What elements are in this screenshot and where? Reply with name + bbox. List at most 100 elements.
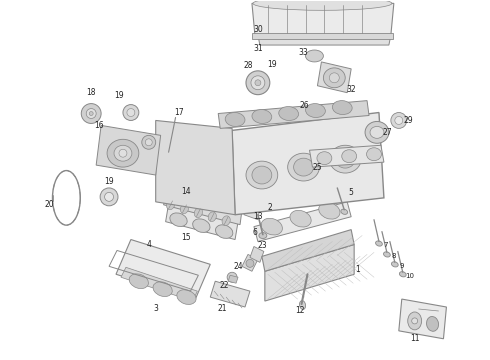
Ellipse shape — [246, 71, 270, 95]
Ellipse shape — [225, 112, 245, 126]
Ellipse shape — [153, 282, 172, 297]
Polygon shape — [164, 190, 242, 225]
Text: 20: 20 — [45, 200, 54, 209]
Ellipse shape — [107, 139, 139, 167]
Ellipse shape — [294, 158, 314, 176]
Text: 19: 19 — [104, 177, 114, 186]
Ellipse shape — [392, 262, 398, 267]
Text: 7: 7 — [384, 243, 388, 248]
Polygon shape — [258, 35, 391, 45]
Text: 1: 1 — [355, 265, 360, 274]
Text: 17: 17 — [173, 108, 183, 117]
Ellipse shape — [335, 150, 355, 168]
Text: 24: 24 — [233, 262, 243, 271]
Ellipse shape — [86, 109, 96, 118]
Ellipse shape — [391, 113, 407, 129]
Ellipse shape — [367, 148, 381, 161]
Ellipse shape — [332, 100, 352, 114]
Ellipse shape — [167, 200, 174, 210]
Polygon shape — [96, 125, 161, 175]
Polygon shape — [156, 121, 235, 215]
Text: 26: 26 — [300, 101, 309, 110]
Text: 16: 16 — [94, 121, 104, 130]
Text: 4: 4 — [147, 240, 151, 249]
Text: 19: 19 — [114, 91, 124, 100]
Polygon shape — [252, 33, 393, 39]
Polygon shape — [399, 299, 446, 339]
Ellipse shape — [306, 104, 325, 117]
Ellipse shape — [89, 112, 93, 116]
Polygon shape — [250, 247, 264, 262]
Text: 27: 27 — [382, 128, 392, 137]
Ellipse shape — [323, 68, 345, 88]
Ellipse shape — [251, 76, 265, 90]
Ellipse shape — [246, 260, 254, 267]
Ellipse shape — [142, 135, 156, 149]
Ellipse shape — [246, 161, 278, 189]
Ellipse shape — [288, 153, 319, 181]
Polygon shape — [310, 145, 384, 167]
Text: 28: 28 — [243, 62, 253, 71]
Text: 13: 13 — [253, 212, 263, 221]
Text: 11: 11 — [410, 334, 419, 343]
Ellipse shape — [365, 121, 389, 143]
Ellipse shape — [399, 272, 406, 277]
Ellipse shape — [194, 208, 202, 217]
Text: 8: 8 — [392, 253, 396, 260]
Ellipse shape — [299, 301, 306, 310]
Text: 12: 12 — [295, 306, 304, 315]
Polygon shape — [318, 62, 351, 93]
Ellipse shape — [329, 145, 361, 173]
Polygon shape — [228, 275, 238, 283]
Text: 22: 22 — [220, 281, 229, 290]
Polygon shape — [121, 267, 197, 301]
Polygon shape — [166, 204, 238, 239]
Ellipse shape — [408, 312, 421, 330]
Ellipse shape — [255, 80, 261, 86]
Ellipse shape — [261, 218, 282, 235]
Ellipse shape — [208, 212, 217, 221]
Ellipse shape — [306, 50, 323, 62]
Ellipse shape — [123, 105, 139, 121]
Ellipse shape — [180, 204, 189, 213]
Text: 18: 18 — [86, 88, 96, 97]
Ellipse shape — [127, 109, 135, 117]
Polygon shape — [242, 255, 258, 271]
Ellipse shape — [341, 209, 347, 214]
Text: 30: 30 — [253, 25, 263, 34]
Text: 31: 31 — [253, 44, 263, 53]
Polygon shape — [265, 244, 354, 301]
Ellipse shape — [114, 145, 132, 161]
Text: 10: 10 — [405, 273, 414, 279]
Ellipse shape — [216, 225, 233, 238]
Ellipse shape — [376, 241, 382, 246]
Polygon shape — [252, 3, 394, 35]
Ellipse shape — [170, 213, 187, 226]
Text: 23: 23 — [257, 241, 267, 250]
Text: 15: 15 — [182, 233, 191, 242]
Polygon shape — [232, 113, 384, 215]
Ellipse shape — [384, 252, 390, 257]
Ellipse shape — [129, 274, 148, 289]
Text: 25: 25 — [313, 163, 322, 172]
Polygon shape — [218, 100, 369, 129]
Ellipse shape — [222, 216, 230, 225]
Polygon shape — [244, 202, 260, 220]
Ellipse shape — [100, 188, 118, 206]
Ellipse shape — [193, 219, 210, 233]
Ellipse shape — [259, 233, 267, 239]
Text: 19: 19 — [267, 60, 276, 69]
Ellipse shape — [426, 316, 439, 331]
Ellipse shape — [279, 107, 298, 121]
Polygon shape — [210, 281, 250, 307]
Ellipse shape — [395, 117, 403, 125]
Polygon shape — [262, 230, 354, 271]
Ellipse shape — [227, 272, 237, 282]
Ellipse shape — [119, 149, 127, 157]
Text: 5: 5 — [349, 188, 354, 197]
Text: 33: 33 — [299, 49, 308, 58]
Text: 14: 14 — [182, 188, 191, 197]
Ellipse shape — [370, 126, 384, 138]
Ellipse shape — [81, 104, 101, 123]
Text: 32: 32 — [346, 85, 356, 94]
